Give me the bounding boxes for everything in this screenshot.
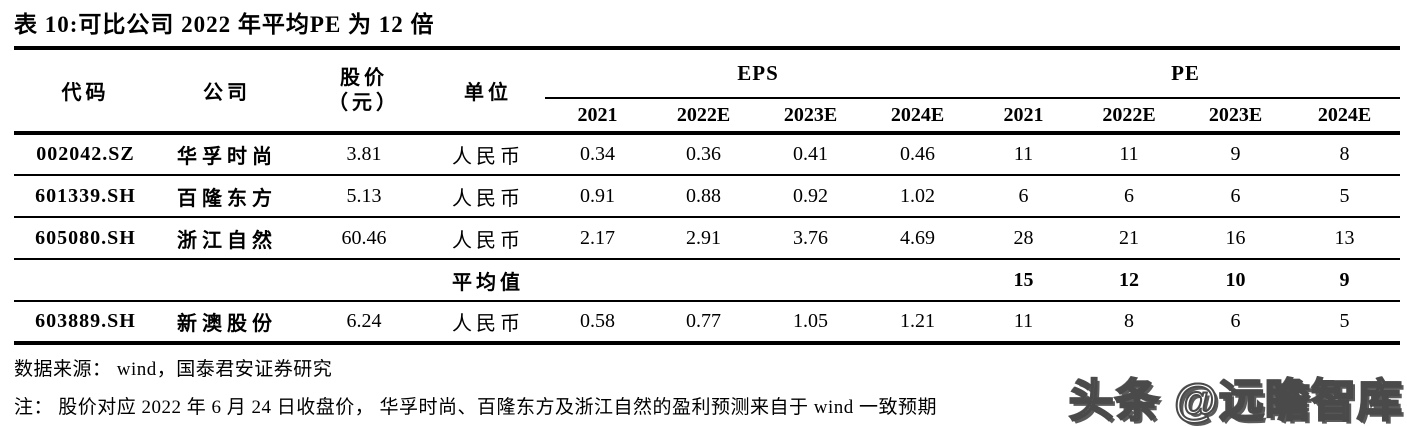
header-year-row: 2021 2022E 2023E 2024E 2021 2022E 2023E … <box>14 98 1401 135</box>
pe-2022e: 11 <box>1076 133 1183 176</box>
pe-2022e: 8 <box>1124 310 1135 332</box>
pe-2022e: 6 <box>1076 175 1183 218</box>
company-name: 华孚时尚 <box>157 133 297 176</box>
eps-2022e: 0.88 <box>650 175 757 218</box>
company-name: 浙江自然 <box>157 217 297 260</box>
company-name: 新澳股份 <box>177 313 277 335</box>
pe-2024e: 13 <box>1289 217 1401 260</box>
group-header-pe: PE <box>971 48 1401 99</box>
pe-2021: 28 <box>971 217 1077 260</box>
stock-price: 60.46 <box>297 217 431 260</box>
table-row-xinao: 603889.SH 新澳股份 6.24 人民币 0.58 0.77 1.05 1… <box>14 301 1400 343</box>
col-header-eps-2022e: 2022E <box>650 98 757 135</box>
pe-2024e: 5 <box>1339 310 1350 332</box>
pe-2024e: 5 <box>1289 175 1401 218</box>
average-label: 平均值 <box>431 259 545 302</box>
col-header-price: 股价 （元） <box>297 48 431 135</box>
eps-2023e: 3.76 <box>757 217 864 260</box>
eps-2021: 0.91 <box>545 175 650 218</box>
pe-2023e: 6 <box>1230 310 1241 332</box>
table-row-average: 平均值 15 12 10 9 <box>14 259 1401 302</box>
stock-price-empty <box>297 259 431 302</box>
stock-price: 5.13 <box>297 175 431 218</box>
eps-2023e: 0.92 <box>757 175 864 218</box>
col-header-eps-2021: 2021 <box>545 98 650 135</box>
eps-2022e: 0.36 <box>650 133 757 176</box>
currency-unit: 人民币 <box>431 175 545 218</box>
eps-2021 <box>545 259 650 302</box>
col-header-price-line2: （元） <box>328 91 400 114</box>
eps-2024e: 1.21 <box>900 310 935 332</box>
col-header-eps-2024e: 2024E <box>864 98 972 135</box>
stock-code: 605080.SH <box>14 217 157 260</box>
company-name-empty <box>157 259 297 302</box>
eps-2021: 2.17 <box>545 217 650 260</box>
eps-2023e <box>757 259 864 302</box>
stock-code: 002042.SZ <box>14 133 157 176</box>
eps-2024e: 1.02 <box>864 175 972 218</box>
col-header-pe-2023e: 2023E <box>1182 98 1290 135</box>
eps-2022e <box>650 259 757 302</box>
group-header-eps: EPS <box>545 48 972 99</box>
table-row-huafu: 002042.SZ 华孚时尚 3.81 人民币 0.34 0.36 0.41 0… <box>14 133 1401 176</box>
eps-2024e: 4.69 <box>864 217 972 260</box>
pe-2021: 11 <box>971 133 1077 176</box>
col-header-company: 公司 <box>157 48 297 135</box>
stock-code: 601339.SH <box>14 175 157 218</box>
pe-2023e: 9 <box>1182 133 1290 176</box>
pe-2023e: 6 <box>1182 175 1290 218</box>
pe-2021: 6 <box>971 175 1077 218</box>
stock-code: 603889.SH <box>35 310 136 332</box>
pe-avg-2024e: 9 <box>1289 259 1401 302</box>
currency-unit: 人民币 <box>452 313 524 335</box>
page-title: 表 10:可比公司 2022 年平均PE 为 12 倍 <box>14 12 435 37</box>
data-source-line: 数据来源： wind，国泰君安证券研究 <box>14 359 333 380</box>
eps-2024e: 0.46 <box>864 133 972 176</box>
comparable-companies-table: 代码 公司 股价 （元） 单位 EPS PE 2021 2022E 2023E … <box>14 46 1401 345</box>
col-header-code: 代码 <box>14 48 157 135</box>
eps-2022e: 2.91 <box>650 217 757 260</box>
currency-unit: 人民币 <box>431 133 545 176</box>
eps-2023e: 0.41 <box>757 133 864 176</box>
currency-unit: 人民币 <box>431 217 545 260</box>
eps-2021: 0.58 <box>580 310 615 332</box>
col-header-pe-2024e: 2024E <box>1289 98 1401 135</box>
pe-avg-2021: 15 <box>971 259 1077 302</box>
eps-2022e: 0.77 <box>686 310 721 332</box>
col-header-eps-2023e: 2023E <box>757 98 864 135</box>
company-name: 百隆东方 <box>157 175 297 218</box>
table-row-bailong: 601339.SH 百隆东方 5.13 人民币 0.91 0.88 0.92 1… <box>14 175 1401 218</box>
pe-2022e: 21 <box>1076 217 1183 260</box>
eps-2024e <box>864 259 972 302</box>
stock-code-empty <box>14 259 157 302</box>
col-header-price-line1: 股价 <box>340 66 388 89</box>
pe-avg-2023e: 10 <box>1182 259 1290 302</box>
pe-2023e: 16 <box>1182 217 1290 260</box>
pe-2021: 11 <box>1013 310 1034 332</box>
col-header-pe-2022e: 2022E <box>1076 98 1183 135</box>
table-row-zhejiang: 605080.SH 浙江自然 60.46 人民币 2.17 2.91 3.76 … <box>14 217 1401 260</box>
col-header-unit: 单位 <box>431 48 545 135</box>
pe-2024e: 8 <box>1289 133 1401 176</box>
stock-price: 3.81 <box>297 133 431 176</box>
watermark-toutiao: 头条 @远瞻智库 <box>1068 374 1403 427</box>
footnote-line: 注： 股价对应 2022 年 6 月 24 日收盘价， 华孚时尚、百隆东方及浙江… <box>14 397 938 418</box>
stock-price: 6.24 <box>346 310 382 332</box>
header-group-row: 代码 公司 股价 （元） 单位 EPS PE <box>14 48 1401 135</box>
pe-avg-2022e: 12 <box>1076 259 1183 302</box>
eps-2023e: 1.05 <box>793 310 828 332</box>
col-header-pe-2021: 2021 <box>971 98 1077 135</box>
eps-2021: 0.34 <box>545 133 650 176</box>
